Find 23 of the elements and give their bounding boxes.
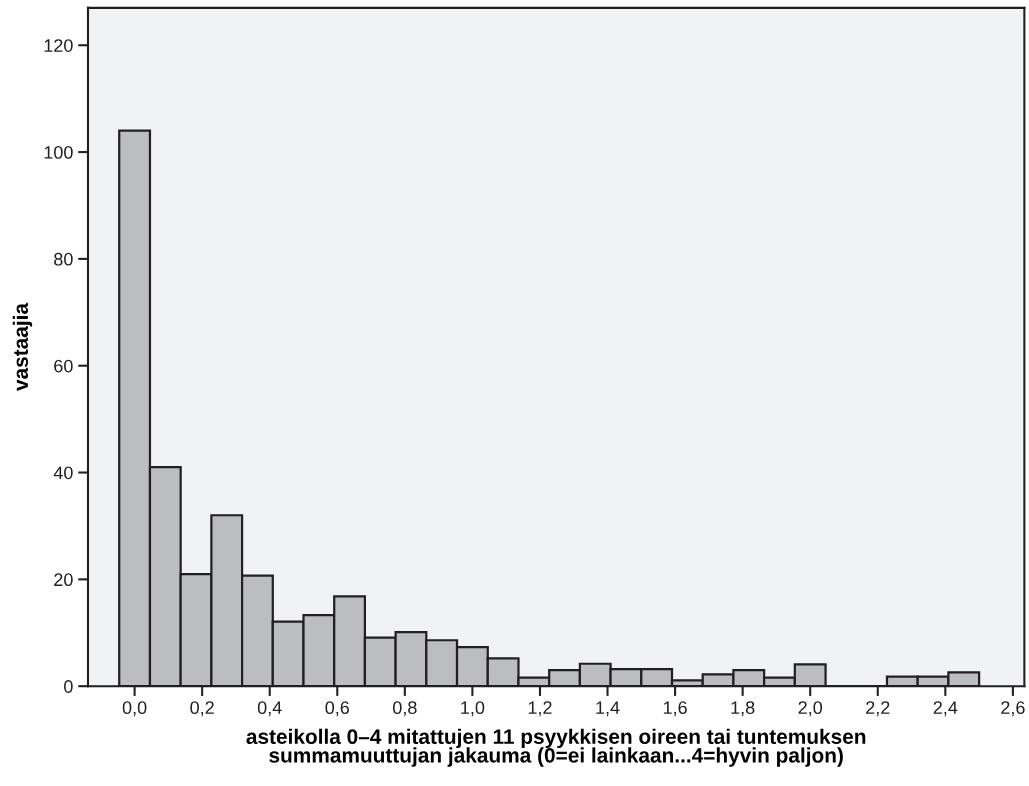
x-tick-label: 1,4 — [596, 701, 620, 717]
x-tick-label: 0,2 — [190, 701, 214, 717]
y-tick-label: 100 — [44, 146, 73, 159]
x-tick-label: 0,0 — [122, 701, 147, 717]
x-tick-label: 1,8 — [731, 701, 755, 717]
x-axis-title: asteikolla 0–4 mitattujen 11 psyykkisen oireen tai tuntemuksen summamuuttujan jakauma (0=ei lainkaan...4=hyvin paljon) — [246, 728, 866, 767]
x-tick-label: 1,6 — [663, 701, 687, 717]
x-tick-label: 2,6 — [1001, 701, 1025, 717]
x-tick-label: 0,4 — [257, 701, 282, 717]
x-tick-label: 2,4 — [933, 701, 958, 717]
x-tick-label: 2,0 — [798, 701, 823, 717]
y-tick-label: 60 — [54, 359, 73, 373]
x-tick-label: 2,2 — [866, 701, 890, 717]
x-tick-label: 1,0 — [461, 701, 485, 717]
y-tick-label: 80 — [54, 252, 73, 266]
y-tick-label: 120 — [44, 39, 73, 52]
y-axis-title: vastaajia — [12, 302, 33, 391]
x-tick-label: 0,6 — [325, 701, 350, 717]
y-tick-label: 0 — [64, 680, 73, 693]
y-tick-label: 20 — [54, 573, 73, 587]
x-tick-label: 0,8 — [393, 701, 417, 717]
y-tick-label: 40 — [53, 466, 73, 480]
x-tick-label: 1,2 — [528, 701, 552, 717]
